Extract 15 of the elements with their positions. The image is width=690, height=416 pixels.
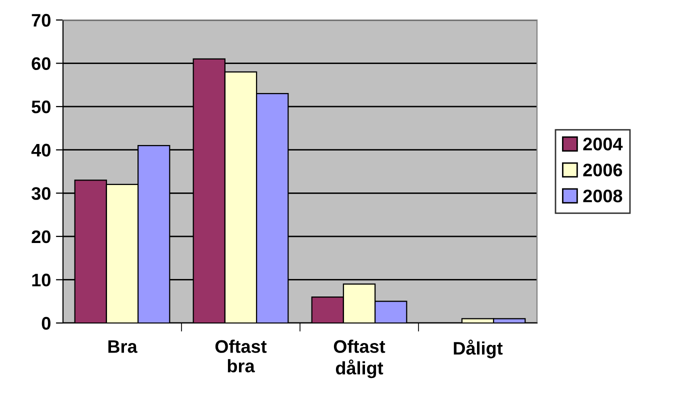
legend-label: 2008 xyxy=(583,190,622,202)
x-tick-label: Dåligt xyxy=(454,340,503,358)
y-tick-label: 50 xyxy=(32,100,50,114)
y-tick-label: 60 xyxy=(32,57,50,70)
y-tick-label: 0 xyxy=(42,316,50,330)
y-tick-label: 30 xyxy=(32,187,50,200)
y-tick-label: 20 xyxy=(32,230,50,244)
x-tick-label: Oftast bra xyxy=(215,340,267,372)
legend-label: 2004 xyxy=(583,138,623,150)
y-tick-label: 40 xyxy=(31,144,50,157)
x-tick-label: Bra xyxy=(108,340,138,353)
y-tick-label: 70 xyxy=(32,14,50,27)
legend-label: 2006 xyxy=(583,164,622,176)
x-tick-label: Oftast dåligt xyxy=(334,340,386,378)
y-tick-label: 10 xyxy=(32,274,50,286)
